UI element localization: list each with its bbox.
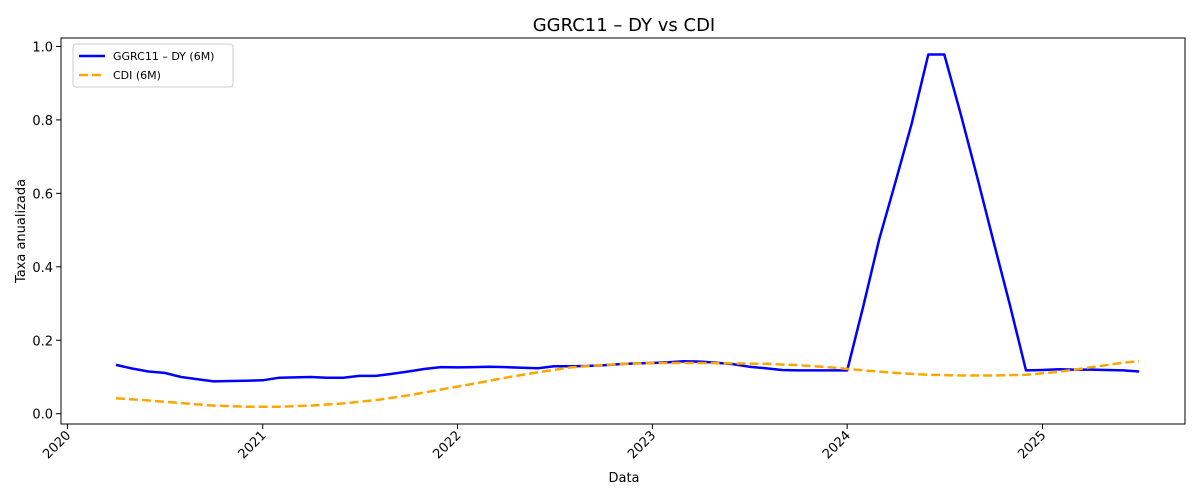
legend: GGRC11 – DY (6M) CDI (6M)	[72, 43, 234, 88]
legend-label: GGRC11 – DY (6M)	[113, 50, 214, 63]
y-tick-label: 0.4	[32, 261, 53, 276]
x-tick-label: 2023	[625, 428, 659, 462]
plot-area	[115, 53, 1140, 408]
legend-label: CDI (6M)	[113, 69, 161, 82]
series-line-cdi	[115, 359, 1140, 408]
y-tick-label: 0.6	[32, 187, 53, 202]
x-tick-label: 2020	[40, 428, 74, 462]
legend-box	[72, 43, 234, 88]
y-tick-label: 0.8	[32, 114, 53, 129]
y-tick-label: 0.2	[32, 334, 53, 349]
y-tick-label: 1.0	[32, 40, 53, 55]
chart-title: GGRC11 – DY vs CDI	[533, 15, 716, 36]
y-tick-label: 0.0	[32, 408, 53, 423]
x-axis-title: Data	[608, 471, 639, 486]
x-tick-label: 2022	[430, 428, 464, 462]
x-tick-label: 2024	[820, 428, 854, 462]
x-tick-label: 2021	[236, 428, 270, 462]
axes: 0.0 0.2 0.4 0.6 0.8 1.0 2020 2021 2022 2023 2024 20…	[32, 40, 1049, 462]
x-tick-label: 2025	[1015, 428, 1049, 462]
series-line-dy	[115, 53, 1140, 383]
plot-frame	[60, 37, 1186, 425]
y-axis-title: Taxa anualizada	[14, 179, 29, 284]
